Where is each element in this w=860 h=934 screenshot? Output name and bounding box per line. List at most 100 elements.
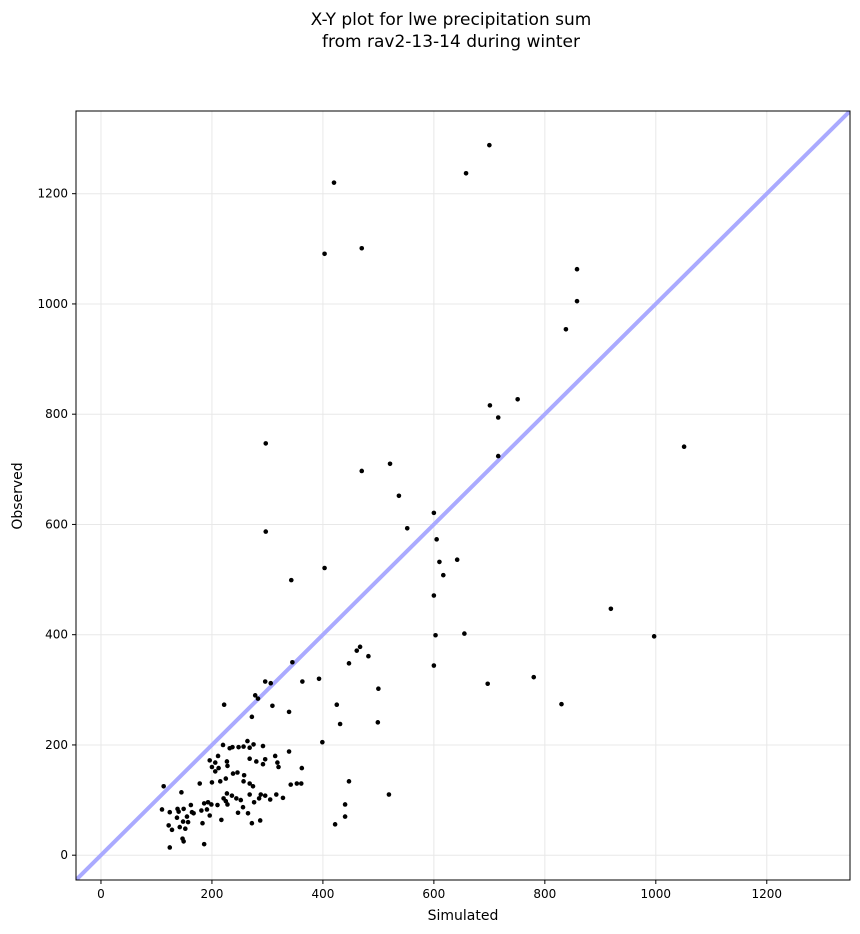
data-point	[181, 806, 186, 812]
data-point	[485, 681, 490, 687]
data-point	[462, 631, 467, 636]
data-point	[235, 810, 241, 816]
data-point	[247, 745, 252, 750]
data-point	[263, 441, 269, 446]
data-point	[257, 818, 263, 823]
x-tick-label: 0	[97, 887, 105, 901]
data-point	[251, 799, 257, 805]
data-point	[204, 807, 210, 812]
data-point	[177, 824, 183, 830]
data-point	[241, 779, 246, 784]
data-point	[161, 783, 166, 789]
data-point	[250, 783, 256, 789]
data-point	[268, 680, 274, 686]
data-point	[286, 709, 292, 715]
data-point	[431, 593, 437, 598]
data-point	[200, 820, 205, 826]
data-point	[216, 765, 221, 771]
data-point	[320, 739, 325, 745]
data-point	[212, 760, 218, 765]
chart-title-line-2: from rav2-13-14 during winter	[322, 32, 580, 52]
data-point	[454, 557, 460, 563]
data-point	[220, 742, 226, 748]
data-point	[280, 795, 286, 801]
y-axis-label: Observed	[10, 462, 26, 529]
data-point	[387, 461, 393, 467]
data-point	[225, 763, 230, 769]
data-point	[272, 753, 278, 759]
data-point	[495, 453, 501, 459]
y-tick-label: 200	[45, 738, 68, 752]
data-point	[249, 714, 255, 720]
data-point	[209, 780, 215, 785]
data-point	[515, 397, 520, 402]
data-point	[431, 663, 437, 668]
data-point	[331, 180, 337, 185]
data-point	[359, 245, 365, 251]
data-point	[256, 796, 262, 801]
data-point	[386, 792, 392, 797]
data-point	[354, 648, 360, 653]
data-point	[236, 744, 241, 750]
data-point	[270, 703, 275, 709]
chart-title-line-1: X-Y plot for lwe precipitation sum	[311, 10, 592, 30]
data-point	[251, 742, 256, 747]
data-point	[240, 804, 246, 810]
y-tick-label: 0	[60, 848, 68, 862]
data-point	[559, 701, 564, 707]
data-point	[247, 792, 252, 797]
data-point	[225, 802, 230, 807]
x-tick-label: 1200	[752, 887, 783, 901]
data-point	[359, 468, 365, 474]
data-point	[294, 781, 300, 786]
data-point	[273, 792, 279, 797]
data-point	[431, 510, 437, 516]
data-point	[563, 326, 569, 332]
data-point	[487, 403, 493, 408]
data-point	[286, 749, 292, 754]
data-point	[298, 781, 304, 786]
data-point	[322, 251, 327, 257]
data-point	[404, 525, 410, 531]
data-point	[201, 841, 207, 847]
data-point	[221, 702, 227, 708]
data-point	[574, 266, 580, 272]
data-point	[227, 745, 232, 751]
data-point	[167, 809, 173, 815]
data-point	[241, 772, 247, 778]
data-point	[346, 779, 352, 784]
data-point	[487, 142, 492, 148]
data-point	[245, 738, 250, 744]
data-point	[334, 702, 340, 708]
data-point	[262, 756, 268, 762]
data-point	[263, 529, 269, 534]
data-point	[199, 808, 204, 813]
data-point	[262, 679, 268, 684]
data-point	[209, 802, 214, 807]
data-point	[316, 676, 322, 682]
data-point	[366, 653, 371, 659]
data-point	[608, 606, 614, 612]
data-point	[463, 170, 469, 176]
data-point	[262, 793, 268, 798]
data-point	[215, 802, 220, 808]
data-point	[357, 644, 363, 650]
data-point	[169, 827, 175, 833]
data-point	[267, 797, 273, 802]
data-point	[184, 814, 190, 819]
data-point	[197, 781, 203, 786]
data-point	[205, 799, 211, 805]
x-axis-ticks: 0 200 400 600 800 1000 1200	[97, 880, 782, 901]
x-tick-label: 600	[422, 887, 445, 901]
data-point	[241, 744, 246, 749]
data-point	[166, 823, 171, 828]
x-axis-label: Simulated	[428, 908, 499, 924]
data-point	[224, 791, 230, 796]
data-point	[260, 761, 266, 767]
data-point	[247, 756, 252, 762]
data-point	[238, 797, 244, 803]
data-point	[249, 820, 255, 826]
data-point	[574, 298, 580, 304]
data-point	[260, 743, 266, 749]
data-point	[234, 796, 239, 801]
